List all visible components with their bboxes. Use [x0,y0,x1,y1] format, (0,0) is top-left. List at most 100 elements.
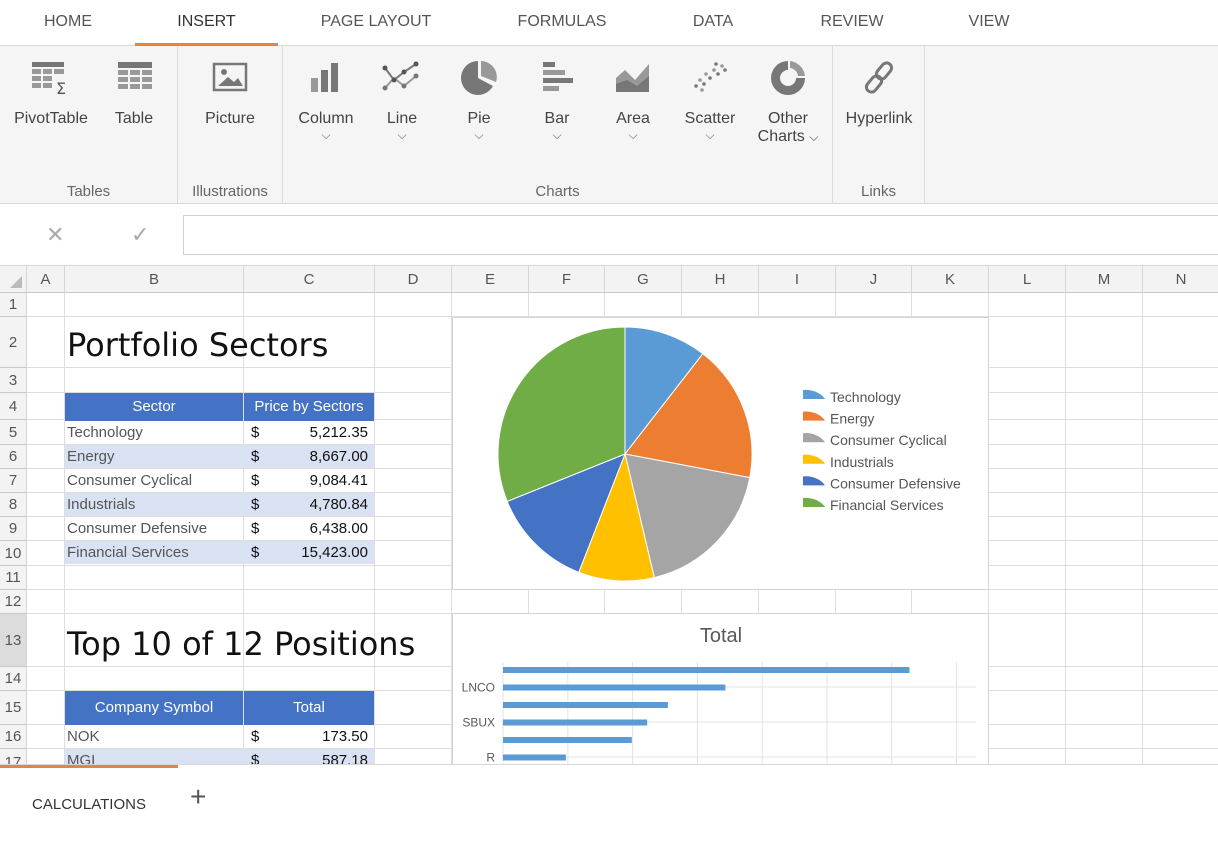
row-header[interactable]: 7 [0,469,27,493]
bar[interactable] [503,719,648,726]
pie-slice[interactable] [578,452,655,582]
column-header[interactable]: H [682,266,759,293]
picture-button[interactable]: Picture [192,60,268,128]
column-header[interactable]: N [1143,266,1218,293]
column-header[interactable]: K [912,266,989,293]
add-sheet-icon[interactable]: + [190,781,207,812]
bar[interactable] [503,737,632,743]
bar[interactable] [503,667,910,673]
row-header[interactable]: 8 [0,493,27,517]
table-row[interactable]: NOK $173.50 [65,725,374,748]
row-header[interactable]: 17 [0,749,27,764]
pivottable-icon: Σ [32,62,66,96]
table-row[interactable]: Financial Services $15,423.00 [65,541,374,564]
table-row[interactable]: Energy $8,667.00 [65,445,374,468]
table-row[interactable]: Technology $5,212.35 [65,421,374,444]
tab-data[interactable]: DATA [692,13,734,30]
tab-insert[interactable]: INSERT [135,0,278,46]
legend-swatch [803,389,825,399]
row-header[interactable]: 1 [0,293,27,317]
table-row[interactable]: MGI $587.18 [65,749,374,764]
column-header[interactable]: I [759,266,836,293]
scatter-chart-icon [694,62,727,92]
column-chart-button[interactable]: Column ⌵ [293,60,359,143]
column-header[interactable]: E [452,266,529,293]
table-row[interactable]: Industrials $4,780.84 [65,493,374,516]
bar-chart-icon [543,62,573,91]
column-chart-icon [311,63,338,92]
scatter-dropdown-icon: ⌵ [705,128,715,142]
column-header[interactable]: G [605,266,682,293]
pie-slice[interactable] [497,326,626,503]
column-header[interactable]: D [375,266,452,293]
tab-review[interactable]: REVIEW [820,13,884,30]
pie-slice[interactable] [624,453,751,579]
row-header[interactable]: 15 [0,691,27,725]
symbol-header[interactable]: Company Symbol [65,691,243,725]
bar[interactable] [503,702,668,708]
row-header[interactable]: 5 [0,420,27,445]
column-header[interactable]: B [65,266,244,293]
pie-chart-button[interactable]: Pie ⌵ [449,60,509,143]
pivottable-button[interactable]: Σ PivotTable [8,60,94,128]
row-header[interactable]: 6 [0,445,27,469]
amount-value: 587.18 [322,752,368,764]
amount-value: 9,084.41 [309,472,368,489]
pie-slice[interactable] [624,352,753,479]
row-header[interactable]: 14 [0,667,27,691]
bar-chart-button[interactable]: Bar ⌵ [527,60,587,143]
other-charts-button[interactable]: Other Charts ⌵ [751,60,825,146]
pie-slice[interactable] [506,453,626,573]
scatter-chart-button[interactable]: Scatter ⌵ [677,60,743,143]
row-header[interactable]: 16 [0,725,27,749]
column-header[interactable]: J [836,266,912,293]
sector-header[interactable]: Sector [65,393,243,421]
column-header[interactable]: A [27,266,65,293]
select-all-corner[interactable] [0,266,27,293]
tab-page-layout[interactable]: PAGE LAYOUT [320,13,432,30]
bar[interactable] [503,754,566,761]
currency-symbol: $ [251,728,260,745]
row-header[interactable]: 3 [0,368,27,393]
bar[interactable] [503,684,726,691]
formula-input[interactable] [183,215,1218,255]
row-label: Industrials [67,496,136,513]
row-header[interactable]: 10 [0,541,27,566]
cancel-icon[interactable]: ✕ [46,222,65,247]
table-icon [118,62,152,89]
column-header[interactable]: C [244,266,375,293]
confirm-icon[interactable]: ✓ [131,222,150,247]
total-header[interactable]: Total [244,691,374,725]
chart-title: Total [700,625,742,647]
sheet-tabs: CALCULATIONS + [0,764,1218,825]
table-row[interactable]: Consumer Cyclical $9,084.41 [65,469,374,492]
line-chart-button[interactable]: Line ⌵ [371,60,433,143]
row-header[interactable]: 12 [0,590,27,614]
row-header[interactable]: 13 [0,614,27,667]
ribbon: Σ PivotTable Table Tables Picture Illust… [0,46,1218,204]
row-header[interactable]: 9 [0,517,27,541]
column-header[interactable]: M [1066,266,1143,293]
legend-swatch [803,476,825,486]
tab-view[interactable]: VIEW [968,13,1010,30]
sheet-tab-calculations[interactable]: CALCULATIONS [0,765,178,826]
row-header[interactable]: 11 [0,566,27,590]
bar-chart-canvas: Total LNCO SBUX R [462,625,976,764]
row-header[interactable]: 2 [0,317,27,368]
column-header[interactable]: L [989,266,1066,293]
hyperlink-button[interactable]: Hyperlink [841,60,917,128]
row-header[interactable]: 4 [0,393,27,420]
pie-chart[interactable]: Technology Energy Consumer Cyclical Industr… [452,317,989,590]
table-button[interactable]: Table [108,60,160,128]
column-header[interactable]: F [529,266,605,293]
pie-slice[interactable] [624,326,704,456]
legend-swatch [803,411,825,421]
bar-chart[interactable]: Total LNCO SBUX R [452,613,989,764]
tab-home[interactable]: HOME [44,13,92,30]
charts-group-label: Charts [535,183,580,200]
tab-formulas[interactable]: FORMULAS [517,13,607,30]
grid-line [64,293,65,764]
area-chart-button[interactable]: Area ⌵ [603,60,663,143]
price-header[interactable]: Price by Sectors [244,393,374,421]
table-row[interactable]: Consumer Defensive $6,438.00 [65,517,374,540]
